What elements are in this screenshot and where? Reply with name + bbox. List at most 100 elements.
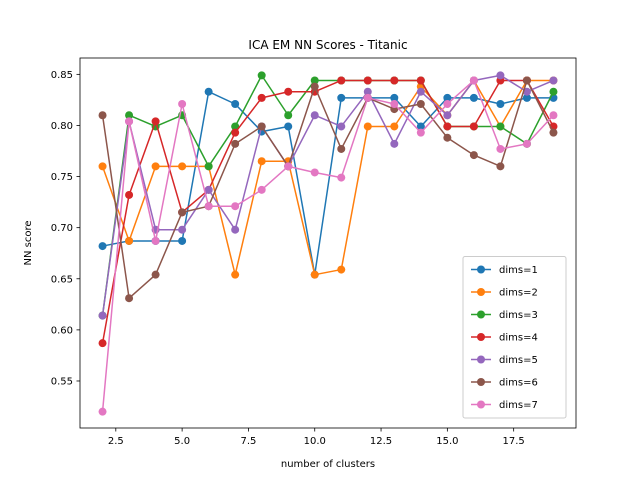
y-axis-label: NN score [23, 220, 34, 265]
series-dims-7 [98, 76, 558, 416]
data-point [496, 122, 505, 131]
data-point [231, 122, 240, 131]
data-point [337, 144, 346, 153]
x-tick-label: 15.0 [436, 436, 458, 447]
x-tick-label: 12.5 [370, 436, 392, 447]
data-point [151, 236, 160, 245]
data-point [204, 185, 213, 194]
data-point [204, 162, 213, 171]
legend-entry: dims=2 [471, 288, 538, 299]
data-point [284, 111, 293, 120]
y-tick-label: 0.65 [51, 274, 73, 285]
data-point [469, 151, 478, 160]
data-point [257, 71, 266, 80]
x-tick-label: 5.0 [174, 436, 190, 447]
data-point [337, 76, 346, 85]
data-point [416, 76, 425, 85]
series-line [101, 79, 555, 299]
data-point [284, 87, 293, 96]
data-point [363, 122, 372, 131]
legend-entry: dims=4 [471, 333, 538, 344]
data-point [257, 93, 266, 102]
data-point [125, 111, 134, 120]
data-point [125, 236, 134, 245]
x-axis: 2.5 5.0 7.5 10.0 12.5 15.0 17.5 [108, 428, 525, 447]
data-point [231, 202, 240, 211]
legend-marker [477, 288, 485, 296]
y-tick-label: 0.80 [51, 121, 73, 132]
series-line [101, 74, 554, 316]
data-point [151, 162, 160, 171]
data-point [310, 270, 319, 279]
legend-entry: dims=5 [471, 355, 538, 366]
data-point [204, 202, 213, 211]
data-point [443, 93, 452, 102]
data-point [469, 76, 478, 85]
data-point [443, 99, 452, 108]
legend-marker [477, 378, 485, 386]
data-point [178, 236, 187, 245]
data-point [337, 93, 346, 102]
data-point [416, 87, 425, 96]
data-point [363, 87, 372, 96]
data-point [469, 122, 478, 131]
data-point [310, 168, 319, 177]
data-point [257, 122, 266, 131]
data-point [443, 111, 452, 120]
x-tick-label: 2.5 [108, 436, 124, 447]
legend-label: dims=7 [499, 400, 538, 411]
y-tick-label: 0.55 [51, 376, 73, 387]
data-point [310, 76, 319, 85]
x-tick-label: 10.0 [304, 436, 326, 447]
series-dims-1 [98, 87, 558, 279]
plot-frame [79, 57, 577, 429]
x-tick-label: 17.5 [503, 436, 525, 447]
series-line [101, 79, 555, 344]
data-point [178, 162, 187, 171]
x-axis-label: number of clusters [281, 459, 375, 470]
series-line [101, 74, 555, 316]
data-point [98, 407, 107, 416]
x-tick-label: 7.5 [240, 436, 256, 447]
data-point [204, 87, 213, 96]
data-point [549, 76, 558, 85]
data-point [416, 128, 425, 137]
legend-entry: dims=7 [471, 400, 538, 411]
data-point [284, 162, 293, 171]
y-tick-label: 0.70 [51, 223, 73, 234]
data-point [98, 242, 107, 251]
data-point [363, 76, 372, 85]
series-layer [98, 71, 558, 416]
data-point [231, 128, 240, 137]
data-point [337, 173, 346, 182]
data-point [390, 122, 399, 131]
data-point [257, 157, 266, 166]
data-point [390, 76, 399, 85]
legend-label: dims=6 [499, 378, 538, 389]
data-point [98, 339, 107, 348]
data-point [284, 122, 293, 131]
data-point [496, 144, 505, 153]
y-tick-label: 0.60 [51, 325, 73, 336]
data-point [125, 190, 134, 199]
legend-marker [477, 333, 485, 341]
data-point [522, 139, 531, 148]
data-point [231, 99, 240, 108]
legend-label: dims=2 [499, 288, 538, 299]
data-point [443, 133, 452, 142]
legend-entry: dims=6 [471, 378, 538, 389]
data-point [443, 122, 452, 131]
data-point [98, 311, 107, 320]
data-point [549, 111, 558, 120]
legend: dims=1 dims=2 dims=3 dims=4 dims=5 dims=6 dims… [462, 256, 567, 419]
data-point [151, 117, 160, 126]
data-point [522, 93, 531, 102]
data-point [549, 128, 558, 137]
data-point [231, 225, 240, 234]
data-point [310, 111, 319, 120]
data-point [522, 87, 531, 96]
legend-marker [477, 400, 485, 409]
legend-entry: dims=3 [471, 310, 538, 321]
data-point [469, 93, 478, 102]
